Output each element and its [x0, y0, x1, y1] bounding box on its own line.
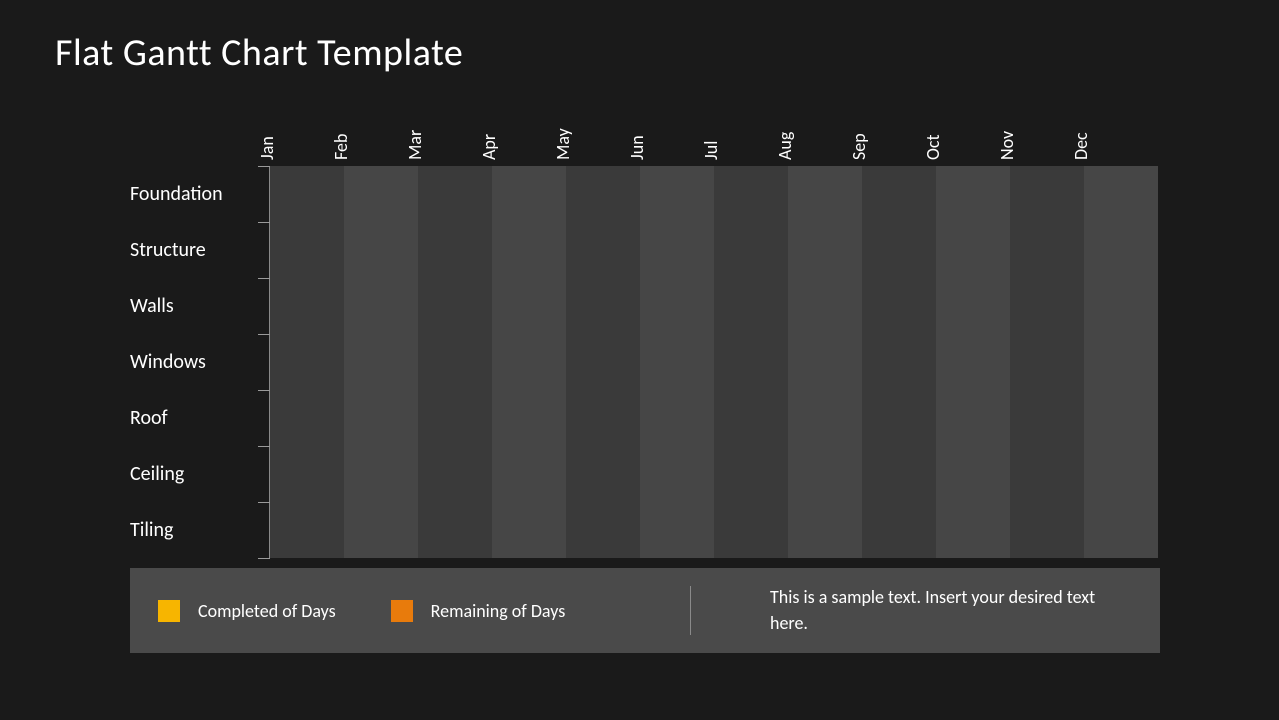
legend-item-remaining: Remaining of Days [391, 600, 566, 622]
month-column [714, 166, 788, 558]
task-label: Walls [130, 294, 258, 318]
month-label: Oct [922, 134, 944, 160]
legend-label-completed: Completed of Days [198, 600, 336, 622]
task-label: Ceiling [130, 462, 258, 486]
month-label: Feb [330, 134, 352, 160]
month-label: Jul [700, 141, 722, 160]
month-label: Sep [848, 133, 870, 160]
month-label: Jan [256, 136, 278, 160]
month-column [936, 166, 1010, 558]
legend-items: Completed of Days Remaining of Days [158, 600, 565, 622]
month-label: Jun [626, 135, 648, 160]
month-column [640, 166, 714, 558]
month-axis: JanFebMarAprMayJunJulAugSepOctNovDec [270, 106, 1158, 166]
task-label: Tiling [130, 518, 258, 542]
task-label: Roof [130, 406, 258, 430]
legend-panel: Completed of Days Remaining of Days This… [130, 568, 1160, 653]
month-column [862, 166, 936, 558]
row-tick [258, 390, 270, 391]
row-tick [258, 502, 270, 503]
task-label: Foundation [130, 182, 258, 206]
month-label: Apr [478, 134, 500, 160]
month-column [788, 166, 862, 558]
row-tick [258, 222, 270, 223]
month-column [566, 166, 640, 558]
month-label: Aug [774, 132, 796, 160]
month-label: Mar [404, 130, 426, 160]
month-label: Dec [1070, 132, 1092, 160]
month-column [270, 166, 344, 558]
task-label: Windows [130, 350, 258, 374]
month-column [344, 166, 418, 558]
month-column [1010, 166, 1084, 558]
task-label: Structure [130, 238, 258, 262]
legend-item-completed: Completed of Days [158, 600, 336, 622]
month-column [1084, 166, 1158, 558]
gantt-chart: Jan Feb Mar Apr May Jun Jul Aug Sep Oct Nov Dec Fou… [130, 106, 1160, 558]
legend-divider [690, 586, 691, 635]
row-tick [258, 334, 270, 335]
row-tick [258, 278, 270, 279]
month-column [492, 166, 566, 558]
legend-swatch-completed [158, 600, 180, 622]
row-tick [258, 446, 270, 447]
month-label: Nov [996, 131, 1018, 160]
chart-grid: FoundationStructureWallsWindowsRoofCeili… [270, 166, 1158, 558]
month-column [418, 166, 492, 558]
month-label: May [552, 128, 574, 160]
row-tick [258, 166, 270, 167]
legend-swatch-remaining [391, 600, 413, 622]
row-tick [258, 558, 270, 559]
page-title: Flat Gantt Chart Template [55, 30, 1224, 76]
slide: Flat Gantt Chart Template Jan Feb Mar Apr Ma… [0, 0, 1279, 720]
legend-sample-text: This is a sample text. Insert your desir… [770, 585, 1120, 635]
legend-label-remaining: Remaining of Days [431, 600, 566, 622]
